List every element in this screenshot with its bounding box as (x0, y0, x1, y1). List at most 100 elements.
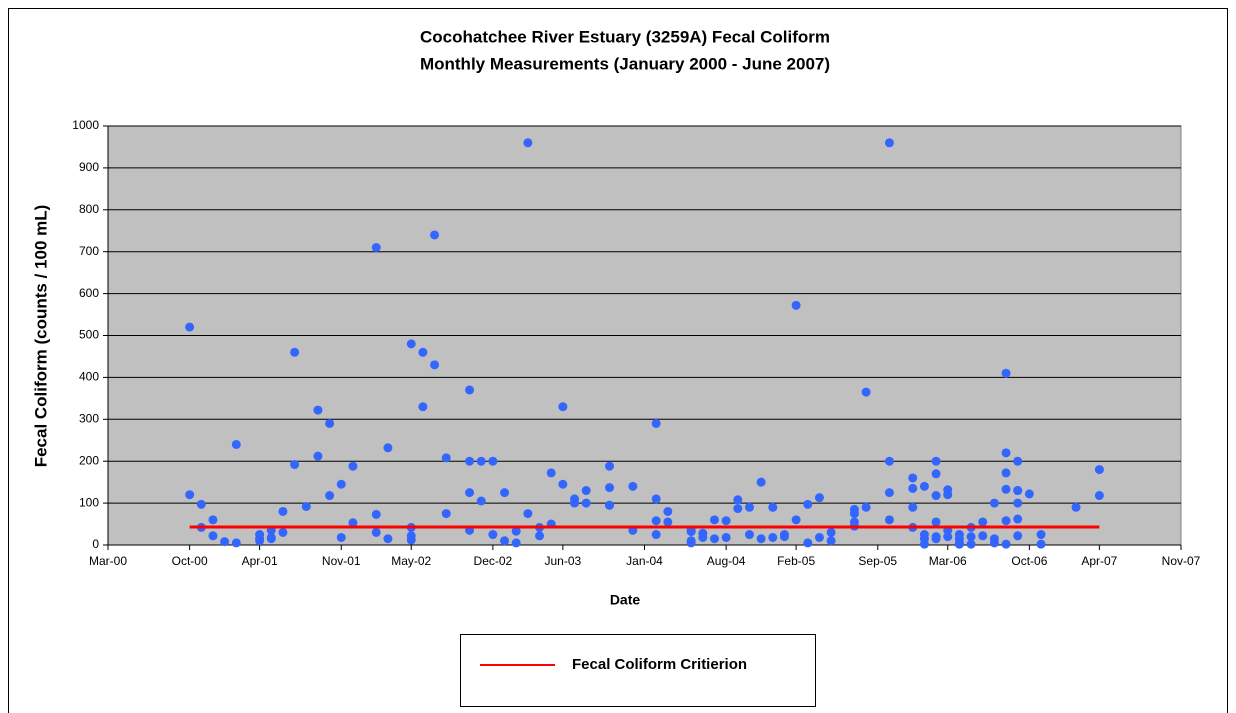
data-point (779, 532, 789, 542)
data-point (908, 473, 918, 483)
x-tick-label: Sep-05 (858, 554, 897, 568)
data-point (651, 418, 661, 428)
data-point (570, 498, 580, 508)
data-point (511, 526, 521, 536)
data-point (500, 536, 510, 546)
data-point (290, 460, 300, 470)
data-point (278, 506, 288, 516)
data-point (558, 479, 568, 489)
data-point (441, 509, 451, 519)
x-tick-label: May-02 (391, 554, 431, 568)
data-point (185, 322, 195, 332)
y-tick-label: 300 (79, 411, 99, 425)
data-point (756, 477, 766, 487)
data-point (919, 539, 929, 549)
data-point (523, 138, 533, 148)
data-point (1001, 368, 1011, 378)
data-point (208, 515, 218, 525)
data-point (511, 538, 521, 548)
data-point (1071, 502, 1081, 512)
data-point (791, 515, 801, 525)
data-point (814, 493, 824, 503)
data-point (383, 443, 393, 453)
data-point (1094, 465, 1104, 475)
data-point (1001, 448, 1011, 458)
data-point (931, 491, 941, 501)
data-point (196, 499, 206, 509)
y-tick-label: 600 (79, 286, 99, 300)
data-point (1013, 531, 1023, 541)
data-point (1001, 516, 1011, 526)
data-point (278, 527, 288, 537)
x-tick-label: Oct-06 (1011, 554, 1047, 568)
y-tick-label: 800 (79, 202, 99, 216)
data-point (336, 479, 346, 489)
data-point (546, 468, 556, 478)
data-point (476, 496, 486, 506)
data-point (686, 527, 696, 537)
y-tick-label: 900 (79, 160, 99, 174)
data-point (651, 530, 661, 540)
data-point (406, 535, 416, 545)
data-point (744, 530, 754, 540)
data-point (651, 494, 661, 504)
data-point (919, 481, 929, 491)
y-tick-label: 400 (79, 370, 99, 384)
data-point (488, 456, 498, 466)
chart-title: Cocohatchee River Estuary (3259A) Fecal … (420, 27, 830, 46)
data-point (966, 539, 976, 549)
data-point (966, 532, 976, 542)
y-tick-label: 0 (92, 537, 99, 551)
data-point (208, 531, 218, 541)
data-point (756, 534, 766, 544)
data-point (826, 527, 836, 537)
data-point (325, 491, 335, 501)
data-point (908, 483, 918, 493)
data-point (371, 527, 381, 537)
data-point (1036, 539, 1046, 549)
data-point (1001, 484, 1011, 494)
data-point (348, 518, 358, 528)
data-point (465, 488, 475, 498)
data-point (849, 509, 859, 519)
legend (460, 634, 816, 707)
data-point (803, 538, 813, 548)
x-tick-label: Mar-00 (89, 554, 127, 568)
data-point (733, 504, 743, 514)
data-point (1094, 491, 1104, 501)
data-point (418, 347, 428, 357)
legend-label: Fecal Coliform Critierion (572, 656, 747, 673)
data-point (943, 532, 953, 542)
x-tick-label: Mar-06 (929, 554, 967, 568)
data-point (931, 456, 941, 466)
x-tick-label: Dec-02 (474, 554, 513, 568)
data-point (826, 536, 836, 546)
data-point (465, 385, 475, 395)
data-point (430, 360, 440, 370)
data-point (989, 538, 999, 548)
data-point (978, 517, 988, 527)
y-tick-label: 700 (79, 244, 99, 258)
data-point (768, 532, 778, 542)
data-point (313, 405, 323, 415)
data-point (231, 538, 241, 548)
data-point (663, 506, 673, 516)
chart-subtitle: Monthly Measurements (January 2000 - Jun… (420, 54, 830, 73)
data-point (220, 537, 230, 547)
data-point (605, 461, 615, 471)
data-point (861, 502, 871, 512)
data-point (814, 532, 824, 542)
data-point (476, 456, 486, 466)
data-point (605, 500, 615, 510)
data-point (1013, 498, 1023, 508)
data-point (1036, 530, 1046, 540)
data-point (1013, 514, 1023, 524)
data-point (1013, 456, 1023, 466)
data-point (709, 515, 719, 525)
data-point (255, 534, 265, 544)
data-point (231, 439, 241, 449)
data-point (709, 534, 719, 544)
data-point (651, 516, 661, 526)
data-point (744, 502, 754, 512)
y-axis-label: Fecal Coliform (counts / 100 mL) (31, 205, 50, 468)
